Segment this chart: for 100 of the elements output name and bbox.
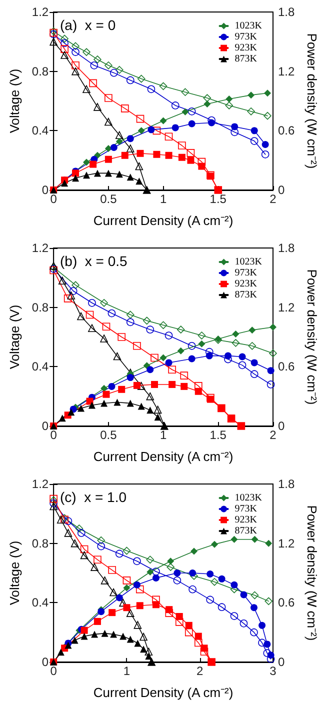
point (78, 404, 85, 412)
legend-label: 923K (234, 514, 258, 526)
point (118, 333, 126, 341)
point (164, 332, 173, 340)
point (88, 402, 96, 409)
point (184, 628, 193, 636)
point (116, 170, 123, 178)
point (110, 68, 118, 77)
point (150, 354, 158, 362)
point (226, 96, 233, 103)
point (104, 156, 112, 163)
point (159, 82, 168, 90)
point (180, 372, 188, 380)
x-tick-label: 3 (270, 664, 277, 678)
point (136, 114, 144, 123)
point (206, 596, 214, 604)
point (122, 576, 131, 584)
point (151, 380, 158, 388)
point (82, 85, 90, 94)
point (72, 42, 80, 50)
point (190, 548, 198, 555)
point (118, 386, 126, 393)
point (94, 56, 102, 64)
point (122, 546, 131, 555)
point (64, 529, 72, 537)
point (267, 652, 274, 659)
point (198, 158, 206, 166)
y-tick-label: 1.2 (32, 477, 49, 491)
point (97, 542, 106, 550)
point (88, 324, 96, 332)
point (116, 131, 124, 140)
y-tick-label: 0.8 (32, 64, 49, 78)
point (114, 398, 121, 406)
point (250, 359, 258, 366)
point (261, 150, 270, 158)
x-axis-title: Current Density (A cm⁻²) (93, 449, 234, 464)
point (64, 517, 72, 525)
y2-axis-title: Power density (W cm⁻²) (304, 269, 320, 405)
point (269, 349, 277, 358)
point (140, 632, 148, 641)
point (133, 557, 141, 566)
x-axis-title: Current Density (A cm⁻²) (93, 213, 234, 228)
point (230, 536, 238, 543)
y2-tick-label: 0 (278, 183, 285, 197)
point (250, 628, 258, 636)
point (178, 154, 186, 161)
point (265, 540, 272, 547)
point (188, 585, 196, 594)
point (258, 622, 266, 629)
point (138, 402, 145, 410)
point (266, 380, 275, 388)
y-tick-label: 0 (42, 419, 49, 433)
x-tick-label: 1 (123, 664, 130, 678)
point (90, 62, 98, 70)
point (250, 137, 258, 145)
point (94, 170, 101, 177)
point (126, 135, 134, 142)
point (91, 630, 98, 638)
point (126, 318, 134, 326)
point (97, 536, 106, 544)
point (144, 648, 153, 656)
point (110, 588, 118, 596)
point (218, 575, 226, 582)
point (230, 581, 238, 588)
y-tick-label: 0 (42, 183, 49, 197)
point (116, 550, 124, 558)
point (126, 174, 134, 181)
point (210, 578, 218, 586)
point (137, 74, 146, 83)
point (134, 640, 142, 647)
point (238, 361, 246, 370)
point (171, 102, 180, 110)
y2-tick-label: 0 (278, 419, 285, 433)
point (173, 576, 182, 584)
x-tick-label: 0 (50, 428, 58, 442)
point (146, 556, 154, 564)
point (77, 529, 86, 537)
point (57, 648, 64, 656)
point (119, 598, 127, 607)
point (270, 324, 276, 331)
point (198, 162, 206, 170)
point (165, 359, 172, 366)
point (88, 298, 96, 307)
point (116, 66, 124, 74)
point (232, 330, 240, 338)
point (181, 88, 190, 96)
point (153, 150, 160, 158)
point (240, 620, 248, 628)
point (70, 539, 79, 548)
point (113, 352, 122, 360)
chart-title: (b) x = 0.5 (60, 253, 128, 269)
y2-axis-title: Power density (W cm⁻²) (304, 505, 320, 641)
point (80, 626, 88, 634)
point (126, 609, 134, 617)
x-tick-label: 2 (196, 664, 204, 678)
point (133, 581, 140, 588)
point (60, 34, 68, 43)
x-tick-label: 1 (160, 428, 167, 442)
point (230, 612, 238, 620)
x-tick-label: 0 (50, 664, 58, 678)
